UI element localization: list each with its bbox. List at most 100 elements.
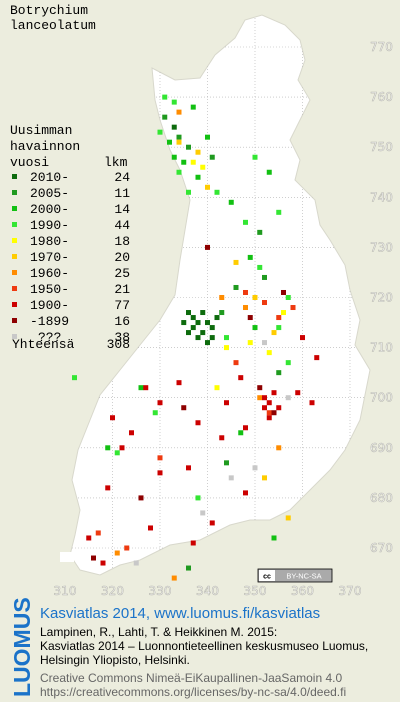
observation-square [124,545,130,551]
y-tick-label: 760 [370,90,393,104]
legend-count: 44 [114,218,130,233]
observation-square [205,184,210,190]
observation-square [233,259,239,265]
title-line: Botrychium [10,3,88,18]
x-tick-label: 370 [339,584,362,598]
observation-square [228,475,234,481]
observation-square [252,465,258,471]
observation-square [243,289,248,295]
observation-square [266,400,272,406]
observation-square [209,520,215,526]
observation-square [205,244,210,250]
observation-square [285,395,291,401]
legend-swatch [12,302,17,307]
observation-square [262,340,267,346]
observation-square [224,335,229,341]
legend-swatch [12,334,17,339]
observation-square [162,94,168,100]
observation-square [214,189,220,195]
legend-swatch [12,238,17,243]
observation-square [186,310,191,316]
y-tick-label: 720 [370,291,393,305]
observation-square [200,310,206,316]
legend-swatch [12,174,17,179]
observation-square [105,445,111,451]
x-tick-label: 330 [149,584,172,598]
observation-square [195,420,201,426]
observation-square [243,305,248,311]
observation-square [143,385,149,391]
observation-square [86,535,92,541]
observation-square [271,535,277,541]
legend-count: 77 [114,298,130,313]
observation-square [186,189,191,195]
observation-square [214,385,220,391]
observation-square [114,450,120,456]
observation-square [171,99,177,105]
observation-square [219,310,225,316]
observation-square [266,410,272,416]
y-tick-label: 680 [370,491,393,505]
observation-square [238,375,244,381]
observation-square [157,470,163,476]
observation-square [200,510,206,516]
observation-square [195,174,201,180]
observation-square [228,199,234,205]
observation-square [195,149,201,155]
observation-square [285,360,291,366]
footer: LUOMUS Kasviatlas 2014, www.luomus.fi/ka… [9,597,368,699]
legend-label: 1960- [30,266,69,281]
badge-cc: cc [263,574,271,581]
observation-square [129,430,134,436]
observation-square [119,445,125,451]
observation-square [276,315,282,321]
observation-square [247,315,253,321]
citation-line: Lampinen, R., Lahti, T. & Heikkinen M. 2… [40,625,277,639]
legend-total-count: 308 [107,337,130,352]
observation-square [314,355,320,361]
observation-square [266,415,272,421]
legend-label: 2000- [30,202,69,217]
observation-square [105,485,111,491]
y-tick-label: 740 [370,190,393,204]
x-tick-label: 360 [291,584,314,598]
observation-square [200,330,206,336]
legend-label: 1950- [30,282,69,297]
y-tick-label: 770 [370,40,393,54]
observation-square [133,560,139,566]
legend-label: ??? [38,330,61,345]
observation-square [190,159,196,165]
legend-label: 1990- [30,218,69,233]
observation-square [200,164,206,170]
legend-count: 14 [114,202,130,217]
observation-square [290,305,296,311]
observation-square [91,555,96,561]
observations [72,94,320,581]
y-tick-label: 710 [370,341,393,355]
observation-square [110,415,115,421]
legend-count: 21 [114,282,130,297]
observation-square [271,390,277,396]
legend-count: 24 [114,170,130,185]
y-tick-label: 670 [370,541,393,555]
observation-square [281,289,286,295]
observation-square [186,465,191,471]
observation-square [205,320,210,326]
legend-label: 2010- [30,170,69,185]
legend-count: 25 [114,266,130,281]
legend-swatch [12,318,17,323]
observation-square [171,124,177,130]
observation-square [243,219,248,225]
observation-square [252,154,258,160]
observation-square [276,445,282,451]
legend-total-label: Yhteensä [12,337,75,352]
axis-labels: 310 320 330 340 350 360 370 670 680 690 700 710 720 7… [53,40,393,599]
observation-square [238,430,244,436]
observation-square [205,340,210,346]
observation-square [257,264,263,270]
observation-square [271,330,277,336]
license-line: Creative Commons Nimeä-EiKaupallinen-Jaa… [40,671,342,685]
legend-swatch [12,222,17,227]
observation-square [224,460,229,466]
observation-square [257,395,263,401]
